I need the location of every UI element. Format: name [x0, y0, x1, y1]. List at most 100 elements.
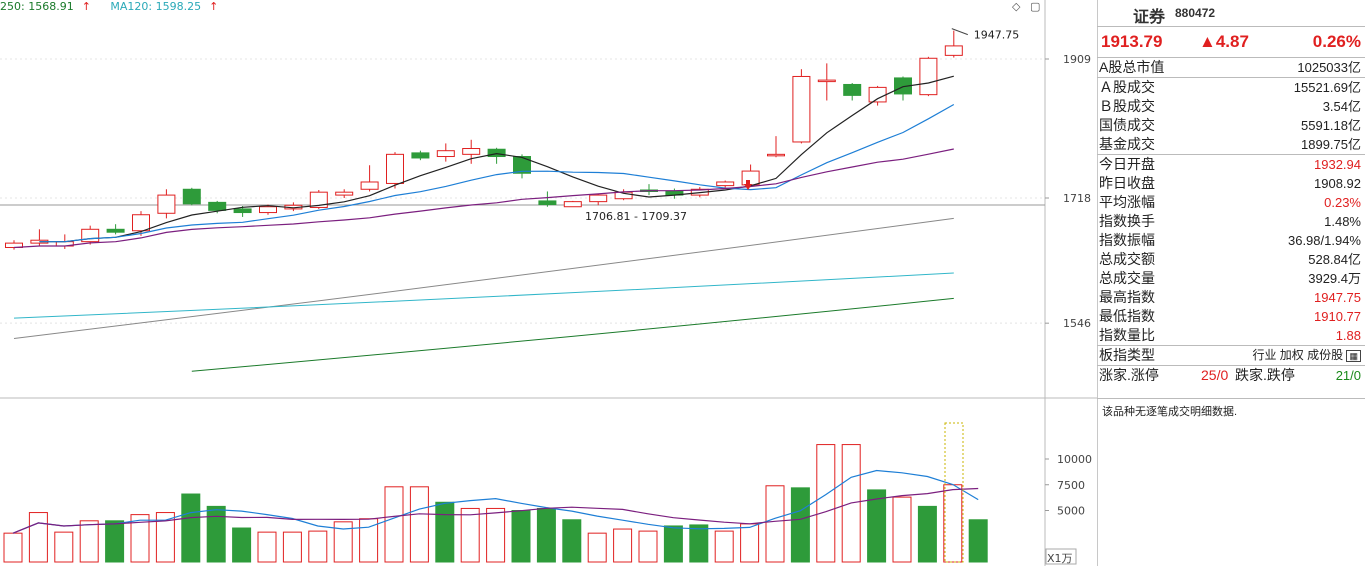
stat-value: 1025033亿 — [1297, 60, 1361, 75]
kline-chart[interactable]: 1909 1718 1546 10000 7500 5000 X1万 1947.75 1706.… — [0, 0, 1097, 566]
volume-bar — [689, 524, 709, 563]
panel-divider — [1097, 0, 1098, 566]
stat-label: 总成交额 — [1099, 251, 1155, 267]
volume-tick-label: 5000 — [1057, 505, 1085, 518]
high-pointer — [951, 28, 968, 36]
ma120-line — [13, 272, 954, 319]
board-type-links[interactable]: 行业 加权 成份股 ▦ — [1252, 346, 1361, 366]
volume-tick-label: 7500 — [1057, 479, 1085, 492]
volume-bar — [613, 528, 633, 563]
volume-bar — [460, 507, 480, 563]
ma250-line — [191, 297, 954, 372]
volume-ma5-line — [12, 469, 979, 534]
volume-bar — [54, 531, 74, 563]
stat-row: 平均涨幅 0.23% — [1097, 193, 1365, 212]
volume-bar — [968, 519, 988, 563]
stat-label: 指数振幅 — [1099, 232, 1155, 248]
diamond-icon[interactable]: ◇ — [1012, 0, 1021, 13]
candle-body — [513, 156, 531, 174]
stat-label: A股总市值 — [1099, 59, 1165, 75]
stat-row: 指数量比 1.88 — [1097, 326, 1365, 345]
candle-body — [817, 79, 836, 83]
candle-body — [182, 188, 201, 205]
candle-body — [259, 206, 277, 214]
volume-bar — [536, 507, 556, 563]
price-row: 1913.79 ▲4.87 0.26% — [1097, 26, 1365, 57]
candle-body — [792, 75, 811, 143]
up-count: 25/0 — [1201, 367, 1229, 383]
up-count-label: 涨家.涨停 — [1099, 367, 1159, 383]
stat-label: 总成交量 — [1099, 270, 1155, 286]
candle-body — [106, 228, 125, 233]
volume-bar — [3, 532, 23, 563]
candle-body — [589, 194, 608, 203]
stat-value: 1899.75亿 — [1301, 137, 1361, 152]
note-divider — [1097, 398, 1365, 399]
ma5-line — [39, 75, 954, 243]
stat-value: 1.48% — [1324, 214, 1361, 229]
stat-value: 15521.69亿 — [1293, 80, 1361, 95]
stat-value: 3929.4万 — [1308, 271, 1361, 286]
candle-body — [411, 152, 430, 159]
volume-bar — [638, 530, 658, 563]
stat-row: A股总市值 1025033亿 — [1097, 58, 1365, 77]
stat-label: 最低指数 — [1099, 308, 1155, 324]
volume-tick-label: 10000 — [1057, 453, 1092, 466]
board-type-row: 板指类型 行业 加权 成份股 ▦ — [1097, 345, 1365, 365]
candle-body — [386, 153, 404, 184]
candle-body — [436, 150, 455, 158]
stats-section: 今日开盘 1932.94 昨日收盘 1908.92 平均涨幅 0.23% 指数换手 1.48%… — [1097, 154, 1365, 345]
candle-body — [919, 57, 938, 96]
candle-body — [157, 194, 176, 214]
price-tick-label: 1718 — [1063, 192, 1091, 205]
stat-value: 1932.94 — [1314, 157, 1361, 172]
volume-bar — [232, 527, 252, 563]
stat-label: 基金成交 — [1099, 136, 1155, 152]
square-icon[interactable]: ▢ — [1029, 0, 1041, 13]
range-label: 1706.81 - 1709.37 — [585, 210, 687, 223]
candle-body — [716, 181, 735, 187]
stat-label: 昨日收盘 — [1099, 175, 1155, 191]
candle-body — [335, 191, 354, 196]
volume-bar — [79, 520, 99, 563]
volume-highlight-box — [944, 422, 964, 563]
breadth-row: 涨家.涨停 25/0 跌家.跌停 21/0 — [1097, 365, 1365, 386]
stat-row: 基金成交 1899.75亿 — [1097, 135, 1365, 154]
turnover-section: Ａ股成交 15521.69亿 Ｂ股成交 3.54亿 国债成交 5591.18亿 基金成交 18… — [1097, 77, 1365, 154]
volume-bar — [917, 505, 937, 563]
candle-body — [944, 45, 963, 56]
candle-body — [487, 148, 506, 158]
stat-row: 最高指数 1947.75 — [1097, 288, 1365, 307]
price-tick-label: 1546 — [1063, 317, 1091, 330]
stat-label: 指数量比 — [1099, 327, 1155, 343]
volume-bar — [790, 487, 810, 563]
ma60-line — [13, 217, 954, 339]
price-change: ▲4.87 — [1199, 32, 1249, 51]
volume-bar — [130, 514, 150, 563]
volume-bar — [587, 532, 607, 563]
market-cap-section: A股总市值 1025033亿 — [1097, 57, 1365, 77]
ma20-line — [13, 148, 954, 249]
ma250-legend: 250: 1568.91 ↑ — [0, 0, 91, 13]
stat-label: 国债成交 — [1099, 117, 1155, 133]
ma-legend: 250: 1568.91 ↑ MA120: 1598.25 ↑ — [0, 0, 1045, 14]
volume-bar — [28, 512, 48, 563]
candle-body — [233, 208, 252, 214]
volume-bar — [892, 496, 912, 563]
volume-bar — [181, 493, 201, 563]
stat-label: 指数换手 — [1099, 213, 1155, 229]
candle-body — [538, 200, 557, 206]
grid-icon[interactable]: ▦ — [1346, 350, 1361, 362]
price-change-pct: 0.26% — [1312, 32, 1361, 51]
volume-bar — [816, 444, 836, 563]
volume-bar — [308, 530, 328, 563]
candle-body — [563, 201, 582, 208]
stat-label: Ｂ股成交 — [1099, 98, 1155, 114]
volume-bar — [867, 489, 887, 563]
index-code: 880472 — [1175, 6, 1216, 20]
volume-bar — [282, 531, 302, 563]
trade-detail-note: 该品种无逐笔成交明细数据. — [1102, 406, 1238, 418]
volume-bar — [943, 484, 963, 563]
volume-unit-label: X1万 — [1047, 552, 1073, 565]
stat-row: Ａ股成交 15521.69亿 — [1097, 78, 1365, 97]
